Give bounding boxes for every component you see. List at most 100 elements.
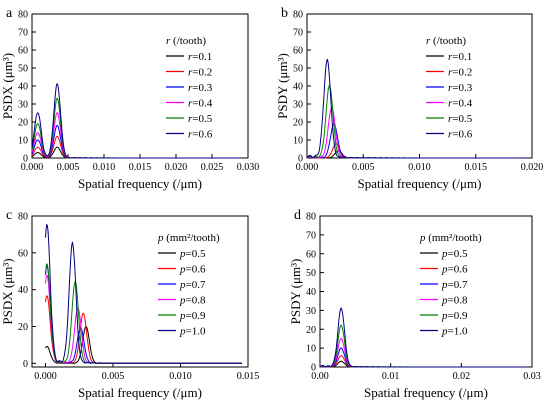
y-tick-label: 0 bbox=[23, 154, 28, 165]
y-tick-label: 40 bbox=[306, 287, 316, 298]
y-tick-label: 10 bbox=[293, 136, 303, 147]
legend-entry: r=0.5 bbox=[448, 113, 473, 125]
legend-entry: r=0.3 bbox=[448, 82, 473, 94]
legend-entry: p=1.0 bbox=[441, 326, 468, 338]
legend-entry: r=0.4 bbox=[448, 98, 473, 110]
x-axis-label: Spatial frequency (/μm) bbox=[364, 385, 488, 400]
y-tick-label: 50 bbox=[18, 64, 28, 75]
legend-entry: p=0.8 bbox=[179, 295, 206, 307]
panel-label: b bbox=[281, 6, 288, 21]
legend-entry-var: r bbox=[448, 51, 453, 63]
x-tick-label: 0.005 bbox=[57, 162, 80, 173]
legend-entry-var: p bbox=[441, 248, 448, 260]
legend-entry-value: =0.4 bbox=[192, 98, 212, 110]
y-tick-label: 60 bbox=[293, 46, 303, 57]
y-tick-label: 80 bbox=[306, 212, 316, 223]
x-tick-label: 0.015 bbox=[465, 162, 488, 173]
x-tick-label: 0.015 bbox=[237, 371, 260, 382]
legend-entry: p=0.9 bbox=[179, 310, 206, 322]
x-tick-label: 0.020 bbox=[165, 162, 188, 173]
legend-entry-value: =0.5 bbox=[452, 113, 472, 125]
plot-frame bbox=[31, 215, 249, 368]
y-tick-label: 80 bbox=[18, 212, 28, 223]
legend-title-var: r bbox=[426, 35, 431, 47]
panel-d: d 0.00 0.01 0.02 0.03 0 10 20 30 40 50 60 70 80 Spatia… bbox=[288, 208, 541, 400]
series-line-r=0.6 bbox=[31, 83, 242, 159]
legend-entry-var: r bbox=[188, 129, 193, 141]
legend-entry: p=0.7 bbox=[179, 279, 206, 291]
x-axis-label: Spatial frequency (/μm) bbox=[78, 176, 202, 191]
series-line-p=0.7 bbox=[319, 347, 526, 368]
legend-entry-var: r bbox=[448, 82, 453, 94]
y-tick-label: 0 bbox=[298, 154, 303, 165]
legend-entry-value: =0.2 bbox=[192, 67, 212, 79]
legend-entry-var: p bbox=[179, 326, 186, 338]
legend-entry-value: =0.3 bbox=[192, 82, 212, 94]
x-tick-label: 0.000 bbox=[296, 162, 319, 173]
legend-entry: p=0.6 bbox=[179, 264, 206, 276]
y-tick-label: 20 bbox=[306, 325, 316, 336]
y-tick-label: 40 bbox=[18, 285, 28, 296]
y-tick-label: 60 bbox=[18, 46, 28, 57]
x-tick-label: 0.03 bbox=[523, 371, 541, 382]
y-tick-label: 60 bbox=[18, 248, 28, 259]
series-line-p=1.0 bbox=[45, 223, 242, 364]
legend-entry-value: =0.6 bbox=[452, 129, 472, 141]
series-line-p=1.0 bbox=[319, 307, 526, 368]
legend-entry: r=0.2 bbox=[188, 67, 212, 79]
legend-entry-value: =1.0 bbox=[448, 326, 468, 338]
legend-title-unit: (/tooth) bbox=[170, 35, 206, 47]
x-tick-label: 0.000 bbox=[34, 371, 57, 382]
x-tick-label: 0.030 bbox=[237, 162, 260, 173]
x-tick-label: 0.015 bbox=[129, 162, 152, 173]
legend-title-var: p bbox=[157, 232, 164, 244]
legend-entry-var: r bbox=[188, 82, 193, 94]
y-axis-label: PSDX (μm³) bbox=[0, 53, 15, 119]
legend-entry-var: p bbox=[179, 310, 186, 322]
legend-entry-value: =0.3 bbox=[452, 82, 472, 94]
legend: r (/tooth)r=0.1r=0.2r=0.3r=0.4r=0.5r=0.6 bbox=[426, 35, 473, 141]
x-tick-label: 0.025 bbox=[201, 162, 224, 173]
legend-entry-var: r bbox=[188, 67, 193, 79]
legend-entry: p=0.7 bbox=[441, 279, 468, 291]
legend-entry-var: r bbox=[188, 98, 193, 110]
y-tick-label: 10 bbox=[306, 344, 316, 355]
legend-entry: p=0.5 bbox=[441, 248, 468, 260]
legend-title-var: r bbox=[166, 35, 171, 47]
legend-entry-var: p bbox=[179, 264, 186, 276]
legend-entry-value: =0.1 bbox=[452, 51, 472, 63]
panel-c: c 0.000 0.005 0.010 0.015 0 20 40 60 80 Spatial fr… bbox=[0, 208, 259, 400]
x-tick-label: 0.02 bbox=[453, 371, 471, 382]
legend-entry-var: r bbox=[188, 51, 193, 63]
series-line-r=0.6 bbox=[306, 58, 526, 159]
legend-entry-var: p bbox=[441, 264, 448, 276]
x-axis-label: Spatial frequency (/μm) bbox=[78, 385, 202, 400]
legend: p (mm²/tooth)p=0.5p=0.6p=0.7p=0.8p=0.9p=… bbox=[157, 232, 220, 338]
panel-label: c bbox=[6, 208, 12, 223]
legend-entry: p=1.0 bbox=[179, 326, 206, 338]
legend-entry: p=0.8 bbox=[441, 295, 468, 307]
x-tick-label: 0.010 bbox=[93, 162, 116, 173]
legend-entry-value: =0.6 bbox=[186, 264, 206, 276]
y-tick-label: 40 bbox=[293, 82, 303, 93]
legend-entry: p=0.5 bbox=[179, 248, 206, 260]
x-tick-label: 0.01 bbox=[382, 371, 400, 382]
series-line-p=0.8 bbox=[319, 337, 526, 368]
legend-entry-var: p bbox=[441, 295, 448, 307]
legend-entry: r=0.6 bbox=[188, 129, 213, 141]
y-tick-label: 50 bbox=[306, 268, 316, 279]
y-axis-label: PSDY (μm³) bbox=[288, 259, 303, 325]
legend: p (mm²/tooth)p=0.5p=0.6p=0.7p=0.8p=0.9p=… bbox=[419, 232, 482, 338]
x-tick-label: 0.010 bbox=[408, 162, 431, 173]
legend-title-unit: (mm²/tooth) bbox=[426, 232, 482, 244]
y-tick-label: 10 bbox=[18, 136, 28, 147]
panel-label: d bbox=[294, 208, 301, 223]
legend-entry-value: =1.0 bbox=[186, 326, 206, 338]
legend-entry: r=0.2 bbox=[448, 67, 472, 79]
y-tick-label: 40 bbox=[18, 82, 28, 93]
y-tick-label: 20 bbox=[293, 118, 303, 129]
legend-entry-var: p bbox=[441, 279, 448, 291]
legend-entry-value: =0.5 bbox=[192, 113, 212, 125]
legend-entry: r=0.5 bbox=[188, 113, 213, 125]
